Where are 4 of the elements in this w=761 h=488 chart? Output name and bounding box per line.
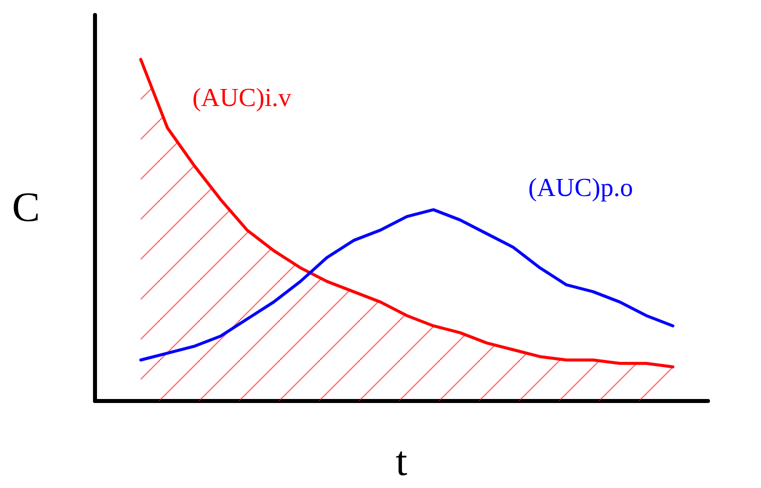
series-label: (AUC)p.o xyxy=(528,172,633,202)
y-axis-title: C xyxy=(12,185,40,231)
x-axis-title: t xyxy=(396,439,408,485)
series-label: (AUC)i.v xyxy=(192,83,292,112)
